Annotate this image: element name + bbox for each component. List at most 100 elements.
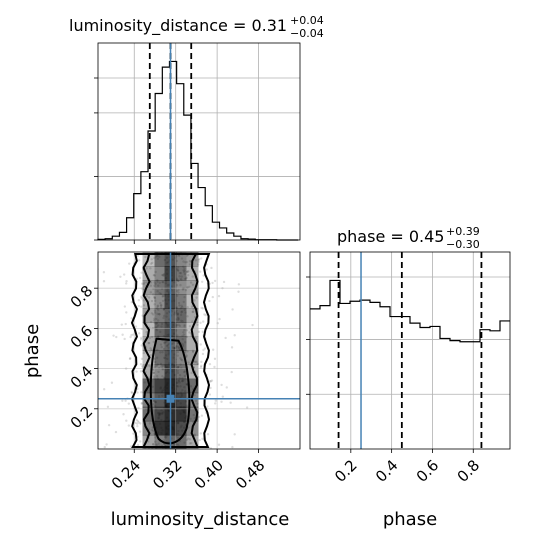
joint-sample-point (159, 306, 163, 309)
y-axis-label-phase: phase (22, 324, 43, 378)
joint-ytick-label-2: 0.6 (67, 322, 97, 352)
joint-sample-point (202, 274, 205, 277)
joint-sample-point (176, 289, 179, 293)
joint-frame (97, 251, 301, 450)
joint-sample-point (231, 445, 234, 449)
phase-xtick-label-1: 0.4 (372, 456, 402, 486)
joint-sample-point (148, 422, 152, 425)
joint-sample-point (128, 357, 132, 361)
joint-sample-point (189, 281, 193, 284)
phase-histogram-panel: 0.2 0.4 0.6 0.8 (306, 251, 511, 486)
joint-sample-point (160, 364, 163, 368)
joint-sample-point (125, 419, 128, 422)
joint-sample-point (161, 295, 164, 298)
x-axis-label-luminosity-distance: luminosity_distance (111, 509, 290, 530)
joint-sample-point (186, 305, 189, 309)
joint-sample-point (149, 267, 152, 270)
joint-sample-point (185, 260, 188, 264)
joint-sample-point (199, 365, 203, 369)
joint-sample-point (237, 290, 240, 293)
joint-sample-point (192, 307, 195, 311)
joint-sample-point (125, 279, 128, 283)
joint-sample-point (139, 338, 143, 341)
joint-sample-point (200, 306, 203, 310)
joint-sample-point (193, 433, 197, 436)
joint-sample-point (159, 304, 163, 307)
joint-ytick-label-0: 0.2 (67, 402, 97, 432)
joint-sample-point (197, 375, 200, 379)
joint-sample-point (197, 260, 201, 264)
joint-density-cell (176, 420, 187, 436)
joint-sample-point (179, 283, 182, 287)
joint-sample-point (203, 347, 207, 350)
joint-sample-point (184, 261, 187, 264)
joint-sample-point (191, 350, 195, 354)
joint-sample-point (139, 440, 142, 443)
joint-sample-point (161, 274, 165, 277)
joint-sample-point (188, 325, 192, 328)
joint-sample-point (200, 364, 203, 368)
joint-sample-point (211, 281, 214, 285)
joint-sample-point (140, 271, 143, 274)
joint-sample-point (151, 261, 154, 264)
joint-sample-point (198, 438, 201, 442)
joint-xtick-label-2: 0.40 (191, 456, 227, 492)
joint-sample-point (153, 295, 156, 299)
joint-sample-point (142, 299, 145, 302)
joint-sample-point (204, 313, 207, 317)
luminosity-distance-histogram-panel (94, 42, 301, 244)
joint-density-cell (176, 336, 187, 351)
joint-sample-point (120, 323, 124, 326)
joint-sample-point (148, 350, 152, 353)
joint-sample-point (18, 354, 20, 356)
joint-sample-point (144, 255, 147, 259)
joint-sample-point (142, 304, 146, 307)
joint-sample-point (147, 341, 150, 345)
joint-sample-point (140, 357, 144, 361)
joint-sample-point (152, 375, 156, 378)
joint-sample-point (214, 399, 217, 402)
joint-sample-point (127, 424, 131, 427)
joint-sample-point (145, 330, 148, 334)
joint-density-cell (176, 378, 187, 394)
phase-xtick-label-2: 0.6 (413, 456, 443, 486)
joint-sample-point (176, 354, 179, 357)
joint-sample-point (211, 348, 215, 351)
joint-density-cell (154, 392, 165, 408)
joint-sample-point (201, 437, 204, 441)
joint-sample-point (184, 289, 188, 292)
joint-sample-point (187, 437, 190, 440)
joint-density-cell (176, 434, 187, 449)
joint-sample-point (208, 362, 212, 366)
joint-sample-point (191, 275, 194, 278)
joint-sample-point (213, 279, 217, 283)
joint-sample-point (129, 445, 133, 448)
joint-sample-point (136, 424, 139, 428)
joint-sample-point (196, 323, 199, 327)
joint-sample-point (125, 311, 128, 314)
joint-sample-point (148, 336, 152, 340)
joint-xtick-label-3: 0.48 (232, 456, 268, 492)
joint-density-cell (176, 392, 187, 408)
joint-sample-point (180, 358, 183, 361)
joint-sample-point (137, 332, 141, 335)
joint-sample-point (151, 293, 155, 296)
joint-sample-point (137, 304, 141, 308)
joint-sample-point (185, 354, 188, 357)
joint-sample-point (222, 280, 226, 284)
joint-sample-point (141, 314, 144, 317)
joint-density-cell (154, 336, 165, 351)
joint-sample-point (152, 429, 155, 433)
joint-sample-point (151, 426, 154, 430)
joint-sample-point (152, 340, 155, 344)
luminosity-distance-title-text: luminosity_distance = 0.31 (69, 16, 287, 36)
joint-sample-point (140, 391, 143, 394)
joint-sample-point (201, 330, 205, 334)
joint-sample-point (130, 391, 134, 395)
joint-density-cell (154, 252, 165, 267)
joint-sample-point (210, 379, 214, 382)
joint-sample-point (210, 266, 213, 270)
joint-contour-middle (141, 253, 199, 448)
joint-sample-point (150, 312, 154, 315)
